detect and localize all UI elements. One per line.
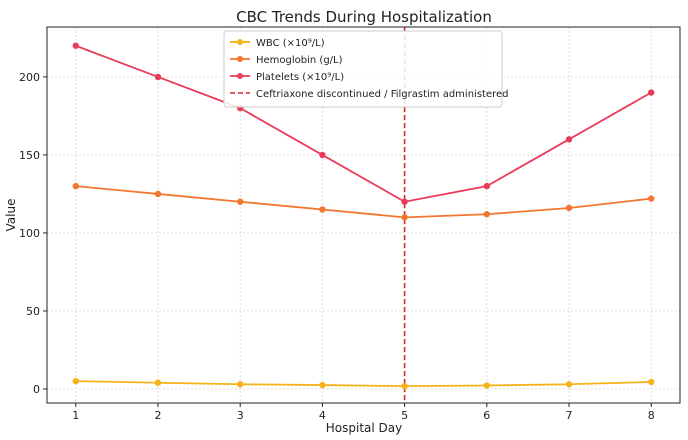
series-group bbox=[72, 42, 655, 390]
x-tick-label: 5 bbox=[401, 409, 408, 422]
data-point bbox=[154, 73, 162, 81]
x-tick-label: 3 bbox=[237, 409, 244, 422]
legend-label: Hemoglobin (g/L) bbox=[256, 55, 343, 66]
legend-label: WBC (×10⁹/L) bbox=[256, 38, 325, 49]
data-point bbox=[648, 195, 655, 202]
y-tick-label: 100 bbox=[19, 227, 40, 240]
series-line-2 bbox=[75, 44, 652, 203]
x-tick-label: 4 bbox=[319, 409, 326, 422]
data-point bbox=[565, 204, 573, 212]
x-axis-label: Hospital Day bbox=[326, 421, 402, 435]
legend-marker bbox=[237, 73, 243, 79]
y-tick-label: 50 bbox=[26, 305, 40, 318]
y-axis-label: Value bbox=[4, 199, 18, 232]
data-point bbox=[154, 190, 162, 198]
data-point bbox=[565, 381, 573, 388]
x-tick-label: 8 bbox=[648, 409, 655, 422]
data-point bbox=[319, 151, 326, 159]
data-point bbox=[401, 198, 408, 205]
legend-box bbox=[223, 30, 503, 108]
x-tick-label: 1 bbox=[72, 409, 79, 422]
data-point bbox=[565, 136, 573, 143]
data-point bbox=[236, 198, 244, 205]
legend-marker bbox=[237, 39, 243, 45]
data-point bbox=[72, 42, 79, 49]
x-tick-label: 2 bbox=[154, 409, 161, 422]
x-tick-label: 7 bbox=[566, 409, 573, 422]
legend-label: Ceftriaxone discontinued / Filgrastim ad… bbox=[256, 89, 509, 100]
chart-title: CBC Trends During Hospitalization bbox=[236, 8, 492, 26]
data-point bbox=[154, 379, 162, 386]
y-axis-ticks: 0 50 100 150 200 bbox=[19, 71, 47, 396]
data-point bbox=[72, 377, 79, 385]
plot-frame bbox=[46, 26, 681, 404]
data-point bbox=[72, 182, 79, 190]
legend: WBC (×10⁹/L) Hemoglobin (g/L) Platelets (×… bbox=[223, 30, 509, 108]
legend-label: Platelets (×10⁹/L) bbox=[256, 72, 344, 83]
data-point bbox=[483, 211, 491, 218]
y-tick-label: 0 bbox=[33, 383, 40, 396]
data-point bbox=[401, 214, 408, 221]
data-point bbox=[401, 382, 408, 390]
data-point bbox=[236, 381, 244, 388]
data-point bbox=[648, 378, 655, 386]
series-line-1 bbox=[75, 185, 652, 219]
data-point bbox=[483, 182, 491, 190]
series-line-0 bbox=[75, 380, 652, 388]
data-point bbox=[483, 382, 491, 389]
legend-marker bbox=[237, 56, 243, 62]
data-point bbox=[319, 381, 326, 389]
y-tick-label: 200 bbox=[19, 71, 40, 84]
data-point bbox=[648, 89, 655, 96]
x-tick-label: 6 bbox=[483, 409, 490, 422]
y-tick-label: 150 bbox=[19, 149, 40, 162]
x-axis-ticks: 1 2 3 4 5 6 7 8 bbox=[72, 403, 655, 422]
data-point bbox=[319, 206, 326, 213]
